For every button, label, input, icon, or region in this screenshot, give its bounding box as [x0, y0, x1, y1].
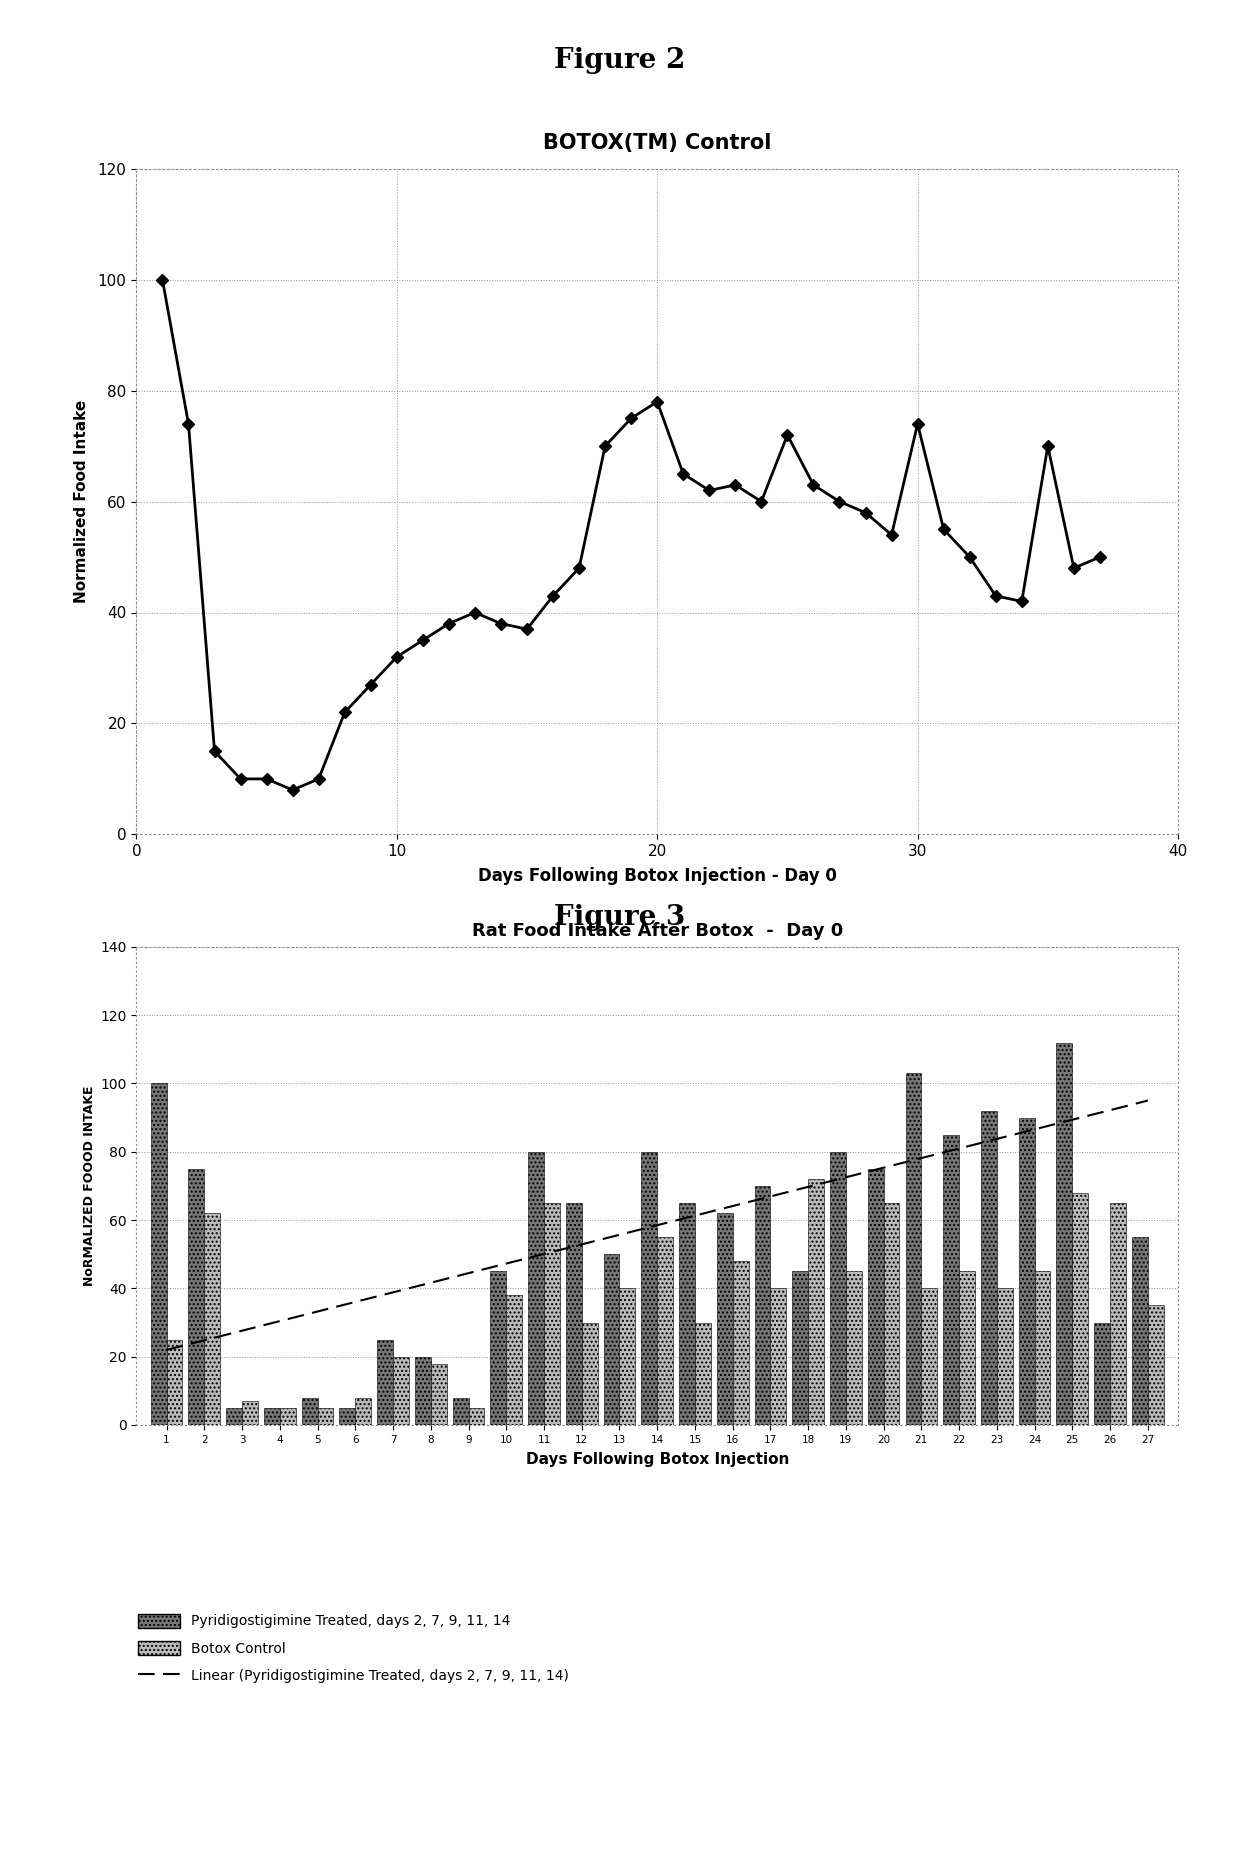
Bar — [226, 1408, 242, 1425]
X-axis label: Days Following Botox Injection: Days Following Botox Injection — [526, 1451, 789, 1466]
Bar — [151, 1084, 166, 1425]
Bar — [166, 1339, 182, 1425]
Bar — [755, 1187, 770, 1425]
Bar — [1019, 1118, 1034, 1425]
Bar — [1094, 1322, 1110, 1425]
Bar — [430, 1363, 446, 1425]
Bar — [884, 1204, 899, 1425]
Title: BOTOX(TM) Control: BOTOX(TM) Control — [543, 133, 771, 154]
Bar — [959, 1271, 975, 1425]
Legend: Pyridigostigimine Treated, days 2, 7, 9, 11, 14, Botox Control, Linear (Pyridigo: Pyridigostigimine Treated, days 2, 7, 9,… — [138, 1614, 569, 1684]
Bar — [1132, 1238, 1148, 1425]
Bar — [1056, 1042, 1073, 1425]
Bar — [620, 1288, 635, 1425]
Bar — [356, 1397, 371, 1425]
X-axis label: Days Following Botox Injection - Day 0: Days Following Botox Injection - Day 0 — [477, 868, 837, 885]
Bar — [604, 1254, 620, 1425]
Bar — [242, 1401, 258, 1425]
Bar — [657, 1238, 673, 1425]
Bar — [680, 1204, 694, 1425]
Bar — [317, 1408, 334, 1425]
Bar — [830, 1151, 846, 1425]
Bar — [340, 1408, 356, 1425]
Title: Rat Food Intake After Botox  -  Day 0: Rat Food Intake After Botox - Day 0 — [471, 922, 843, 939]
Bar — [792, 1271, 808, 1425]
Bar — [453, 1397, 469, 1425]
Bar — [506, 1296, 522, 1425]
Bar — [528, 1151, 544, 1425]
Bar — [846, 1271, 862, 1425]
Bar — [205, 1213, 221, 1425]
Bar — [694, 1322, 711, 1425]
Bar — [921, 1288, 937, 1425]
Y-axis label: NoRMALIZED FOOOD INTAKE: NoRMALIZED FOOOD INTAKE — [83, 1086, 97, 1286]
Bar — [490, 1271, 506, 1425]
Bar — [582, 1322, 598, 1425]
Bar — [1073, 1192, 1089, 1425]
Bar — [393, 1358, 409, 1425]
Bar — [944, 1134, 959, 1425]
Bar — [733, 1262, 749, 1425]
Bar — [641, 1151, 657, 1425]
Bar — [377, 1339, 393, 1425]
Text: Figure 3: Figure 3 — [554, 904, 686, 930]
Bar — [770, 1288, 786, 1425]
Text: Figure 2: Figure 2 — [554, 47, 686, 73]
Bar — [997, 1288, 1013, 1425]
Bar — [868, 1168, 884, 1425]
Bar — [280, 1408, 295, 1425]
Bar — [188, 1168, 205, 1425]
Bar — [264, 1408, 280, 1425]
Bar — [717, 1213, 733, 1425]
Bar — [1034, 1271, 1050, 1425]
Bar — [301, 1397, 317, 1425]
Bar — [981, 1110, 997, 1425]
Bar — [1148, 1305, 1163, 1425]
Y-axis label: Normalized Food Intake: Normalized Food Intake — [74, 399, 89, 604]
Bar — [469, 1408, 485, 1425]
Bar — [905, 1072, 921, 1425]
Bar — [808, 1179, 825, 1425]
Bar — [1110, 1204, 1126, 1425]
Bar — [565, 1204, 582, 1425]
Bar — [415, 1358, 430, 1425]
Bar — [544, 1204, 559, 1425]
